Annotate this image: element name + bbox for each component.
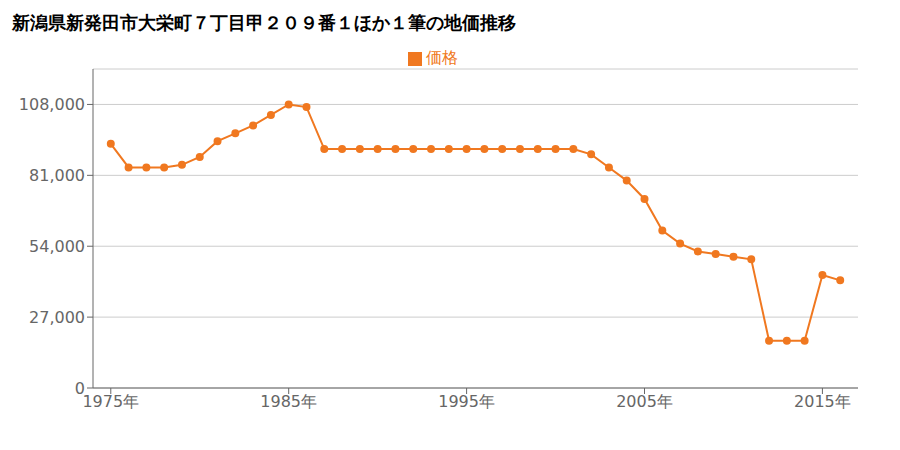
svg-text:1985年: 1985年 — [260, 392, 317, 411]
svg-text:0: 0 — [75, 379, 85, 398]
svg-text:108,000: 108,000 — [19, 95, 85, 114]
svg-text:27,000: 27,000 — [29, 308, 85, 327]
svg-text:54,000: 54,000 — [29, 237, 85, 256]
svg-text:2015年: 2015年 — [794, 392, 851, 411]
svg-text:2005年: 2005年 — [616, 392, 673, 411]
svg-text:1995年: 1995年 — [438, 392, 495, 411]
svg-text:81,000: 81,000 — [29, 166, 85, 185]
html-text:価格: 価格 — [426, 48, 458, 67]
html-text:新潟県新発田市大栄町７丁目甲２０９番１ほか１筆の地価推移: 新潟県新発田市大栄町７丁目甲２０９番１ほか１筆の地価推移 — [12, 12, 516, 33]
svg-text:1975年: 1975年 — [82, 392, 139, 411]
